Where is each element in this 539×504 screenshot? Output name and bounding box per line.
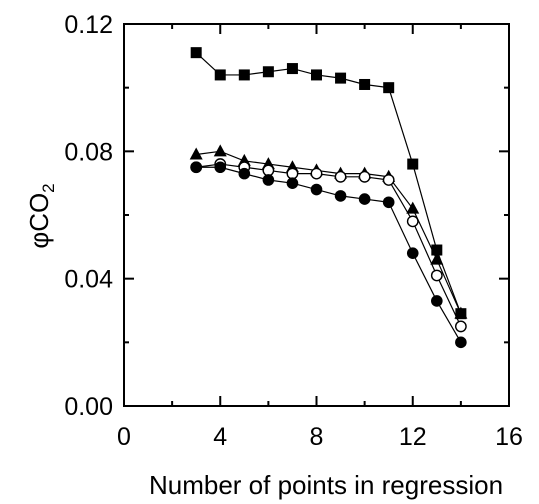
plot-frame [123,23,510,407]
data-point [238,69,250,81]
data-point [262,174,275,186]
series-line [196,163,462,327]
data-point [334,190,347,202]
data-point [190,161,202,174]
data-point [189,147,203,160]
y-axis-ticks: 0.00 0.04 0.08 0.12 [64,11,509,421]
data-point [382,174,395,186]
series-open-circle [190,158,467,333]
y-tick-label: 0.12 [64,11,113,39]
data-point [407,158,419,170]
x-tick-label: 12 [399,423,427,451]
data-point [454,306,468,319]
y-tick-label: 0.08 [64,138,113,166]
data-point [431,244,443,256]
data-point [286,63,298,75]
x-axis-title: Number of points in regression [149,470,503,500]
data-point [430,269,443,282]
x-tick-label: 8 [310,423,324,451]
y-axis-title-sub: 2 [39,183,58,192]
data-point [334,170,347,183]
x-tick-label: 16 [495,423,523,451]
x-tick-label: 4 [213,423,227,451]
plot-border [123,23,510,407]
series-layer [189,47,468,349]
data-point [310,183,323,196]
data-point [262,66,274,78]
data-point [406,201,420,214]
x-tick-label: 0 [117,423,131,451]
series-line [195,52,462,314]
data-point [286,167,299,180]
data-point [335,72,347,84]
data-point [286,177,299,189]
data-point [238,167,251,180]
y-axis-title: φCO2 [24,183,58,248]
data-point [311,69,322,81]
data-point [358,170,371,183]
data-point [406,247,419,259]
y-axis-title-main: φCO [24,193,54,249]
data-point [431,295,443,307]
data-point [214,69,226,81]
data-point [262,164,275,177]
data-point [455,336,467,349]
data-point [430,252,444,265]
data-point [214,161,227,174]
y-tick-label: 0.00 [64,393,113,421]
x-axis-ticks: 0 4 8 12 16 [117,24,523,451]
data-point [190,47,202,59]
data-point [383,82,395,94]
data-point [359,78,371,90]
data-point [454,320,467,333]
series-filled-circle [190,161,467,349]
data-point [358,193,371,205]
data-point [406,215,419,228]
data-point [213,144,227,157]
y-tick-label: 0.04 [64,266,113,294]
data-point [310,167,323,180]
data-point [382,196,395,209]
